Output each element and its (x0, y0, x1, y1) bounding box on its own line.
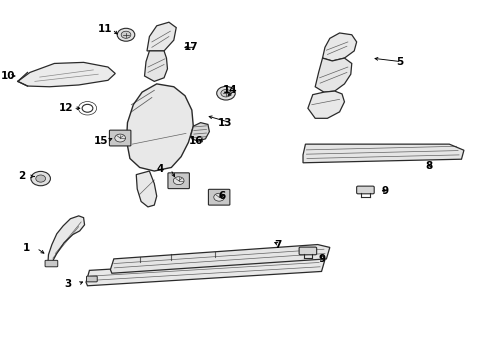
FancyBboxPatch shape (208, 189, 229, 205)
Polygon shape (110, 244, 329, 273)
Text: 7: 7 (274, 239, 281, 249)
Circle shape (115, 134, 125, 142)
Circle shape (216, 86, 235, 100)
FancyBboxPatch shape (86, 276, 97, 282)
Circle shape (31, 171, 50, 186)
Polygon shape (37, 179, 44, 185)
Circle shape (36, 175, 45, 182)
Text: 1: 1 (22, 243, 30, 253)
Polygon shape (147, 22, 176, 51)
Text: 2: 2 (18, 171, 25, 181)
Text: 15: 15 (93, 136, 108, 145)
Polygon shape (18, 62, 115, 87)
Polygon shape (48, 216, 84, 262)
Text: 6: 6 (218, 191, 225, 201)
Circle shape (173, 177, 183, 185)
Text: 4: 4 (157, 164, 164, 174)
Text: 13: 13 (218, 118, 232, 128)
FancyBboxPatch shape (109, 130, 131, 146)
Text: 10: 10 (0, 71, 15, 81)
Polygon shape (190, 123, 209, 141)
Polygon shape (144, 51, 167, 81)
Polygon shape (303, 144, 463, 163)
Circle shape (213, 193, 224, 201)
Polygon shape (86, 257, 325, 286)
Polygon shape (126, 84, 193, 171)
Text: 16: 16 (188, 136, 203, 145)
FancyBboxPatch shape (356, 186, 373, 194)
Text: 9: 9 (318, 254, 325, 264)
Text: 12: 12 (59, 103, 74, 113)
Polygon shape (315, 58, 351, 92)
Text: 9: 9 (381, 186, 388, 196)
Text: 14: 14 (223, 85, 237, 95)
Text: 5: 5 (395, 57, 403, 67)
Polygon shape (136, 171, 157, 207)
FancyBboxPatch shape (299, 247, 316, 255)
FancyBboxPatch shape (167, 173, 189, 189)
Circle shape (121, 31, 131, 38)
Text: 3: 3 (64, 279, 71, 289)
Circle shape (221, 90, 231, 97)
Polygon shape (322, 33, 356, 61)
FancyBboxPatch shape (45, 260, 58, 267)
Text: 11: 11 (98, 24, 113, 35)
Polygon shape (307, 91, 344, 118)
Circle shape (117, 28, 135, 41)
Text: 17: 17 (183, 42, 198, 52)
Text: 8: 8 (425, 161, 432, 171)
